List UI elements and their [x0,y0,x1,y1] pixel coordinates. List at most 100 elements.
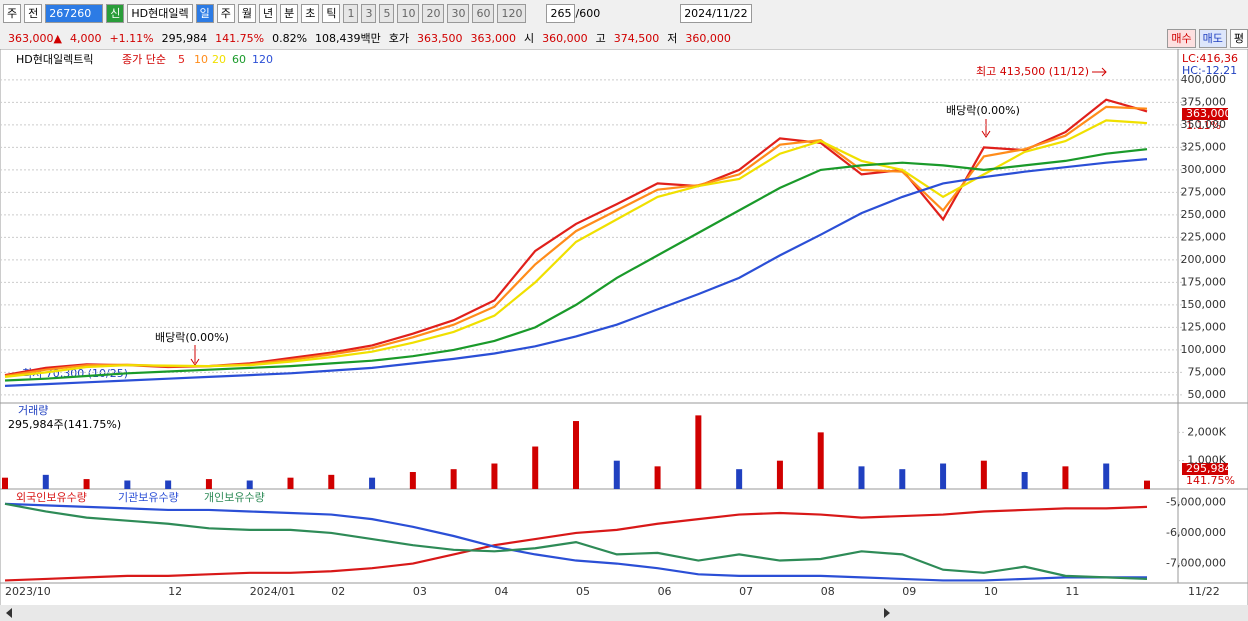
volume-bar [573,421,579,489]
quote-field: 363,000▲ [8,31,62,45]
quote-field: +1.11% [109,31,154,45]
x-tick-label: 2023/10 [5,585,51,598]
series-line [4,119,1148,378]
volume-bar [328,474,335,489]
interval-button[interactable]: 30 [447,4,470,23]
quote-field: 360,000 [542,31,588,45]
legend-entry: 120 [252,53,273,66]
volume-bar [409,472,416,489]
volume-bar [2,477,8,489]
y-tick-label: -5,000,000 [1166,495,1226,508]
market[interactable]: 주 [3,4,22,23]
quote-field: 360,000 [685,31,731,45]
quote-field: 고 [595,32,606,45]
quote-field: 호가 [388,32,410,45]
volume-title: 거래량 [18,404,48,417]
quote-field: 저 [667,32,678,45]
y-tick-label: 250,000 [1181,208,1227,221]
volume-bar [940,463,947,489]
y-tick-label: 275,000 [1181,185,1227,198]
order-button[interactable]: 매수 [1167,28,1196,48]
period-button[interactable]: 년 [258,4,278,23]
quote-field: 141.75% [215,31,265,45]
x-tick-label: 05 [576,585,590,598]
interval-button[interactable]: 120 [497,4,527,23]
date[interactable]: 2024/11/22 [680,4,752,23]
interval-button[interactable]: 1 [343,4,359,23]
volume-bar [695,415,702,489]
annotation: 배당락(0.00%) [155,331,229,344]
volume-bar [205,479,212,489]
legend-entry: 20 [212,53,226,66]
stock-name[interactable]: HD현대일렉 [127,4,193,23]
interval-button[interactable]: 20 [422,4,445,23]
x-tick-label: 2024/01 [250,585,296,598]
legend-entry: 60 [232,53,246,66]
y-tick-label: 1,000K [1187,454,1226,467]
arrow [981,119,991,138]
interval-button[interactable]: 5 [379,4,395,23]
scrollbar[interactable] [0,605,1248,621]
x-tick-label: 11 [1065,585,1079,598]
annotation: 배당락(0.00%) [946,104,1020,117]
period-button[interactable]: 일 [195,4,214,23]
y-tick-label: 300,000 [1181,163,1227,176]
legend-entry: 10 [194,53,208,66]
period-button[interactable]: 월 [237,4,256,23]
series-line [4,502,1148,581]
quote-bar: 363,000▲ 4,000 +1.11% 295,984 141.75% 0.82% 10… [0,27,1248,50]
order-button[interactable]: 매도 [1198,28,1227,48]
quote-field: 363,000 [470,31,517,45]
volume-bar [83,479,90,489]
volume-bar [899,469,906,489]
quote-field: 374,500 [613,31,660,45]
y-tick-label: -7,000,000 [1166,557,1226,570]
volume-bar [1144,480,1150,489]
y-tick-label: -6,000,000 [1166,526,1226,539]
y-tick-label: 2,000K [1187,425,1226,438]
volume-subtitle: 295,984주(141.75%) [8,418,121,431]
count-max: /600 [575,7,601,20]
interval-button[interactable]: 10 [397,4,420,23]
period-button[interactable]: 분 [280,4,299,23]
chart-title: HD현대일렉트릭 [16,52,93,66]
period-button[interactable]: 초 [301,4,320,23]
volume-bar [736,469,743,489]
volume-bar [980,460,987,489]
last-ratio: 141.75% [1186,474,1235,487]
volume-bar [654,466,661,489]
x-tick-label: 03 [413,585,427,598]
interval-button[interactable]: 60 [472,4,495,23]
volume-bar [246,480,253,489]
legend-entry: 외국인보유수량 [16,491,87,504]
volume-bar [369,477,376,489]
volume-bar [124,480,131,489]
last-price: 363,000 [1186,107,1232,120]
lc-info: LC:416,36 [1182,52,1238,65]
x-tick-label: 04 [494,585,508,598]
period-button[interactable]: 주 [216,4,235,23]
legend-entry: 5 [178,53,185,66]
interval-button[interactable]: 3 [361,4,377,23]
volume-bar [42,474,49,489]
count[interactable]: 265 [546,4,576,23]
y-tick-label: 375,000 [1181,95,1227,108]
series-line [4,502,1147,582]
period-button[interactable]: 틱 [322,4,341,23]
last-change: 1.11% [1186,119,1221,132]
code[interactable]: 267260 [45,4,104,23]
prev[interactable]: 전 [24,4,43,23]
volume-bar [817,432,824,489]
badge: 신 [106,4,125,23]
last-volume-box [1182,463,1228,475]
y-tick-label: 325,000 [1181,140,1227,153]
order-button[interactable]: 평 [1229,28,1248,48]
volume-bar [1103,463,1110,489]
volume-bar [287,477,294,489]
chart: HD현대일렉트릭 종가 단순 LC:416,36 HC:-12.21 363,0… [0,49,1248,621]
legend-entry: 개인보유수량 [204,491,265,504]
y-tick-label: 50,000 [1188,388,1227,401]
